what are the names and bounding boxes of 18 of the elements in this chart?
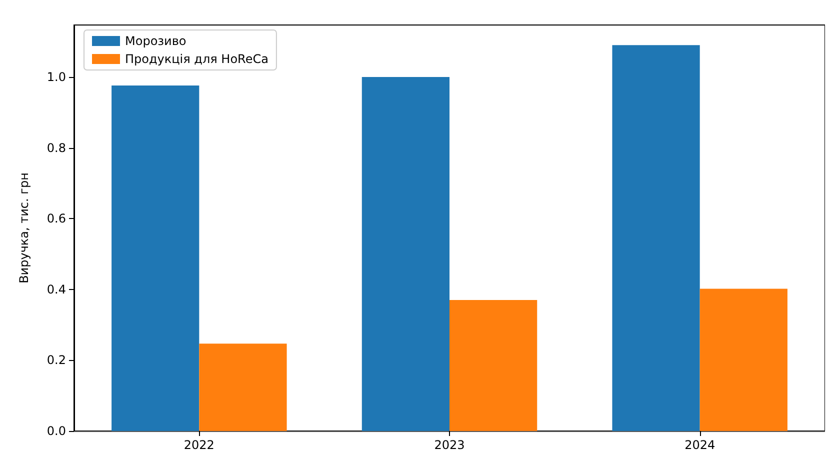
x-tick-label: 2023	[434, 438, 465, 452]
y-tick-label: 0.6	[46, 212, 66, 226]
y-tick-label: 0.4	[46, 282, 66, 296]
bar	[112, 86, 200, 431]
y-tick-label: 0.2	[46, 353, 66, 368]
x-tick-label: 2024	[684, 438, 716, 452]
bar	[700, 288, 788, 431]
y-tick-label: 0.8	[46, 140, 66, 155]
x-tick-label: 2022	[184, 438, 214, 452]
bar	[450, 300, 538, 431]
legend-label: Морозиво	[125, 34, 186, 48]
y-axis-title: Виручка, тис. грн	[17, 172, 31, 284]
y-tick-label: 0.0	[46, 424, 66, 438]
legend-label: Продукція для HoReCa	[125, 52, 268, 66]
bar	[199, 344, 287, 431]
bar	[362, 77, 450, 431]
y-tick-label: 1.0	[46, 70, 66, 84]
bar	[612, 45, 700, 431]
